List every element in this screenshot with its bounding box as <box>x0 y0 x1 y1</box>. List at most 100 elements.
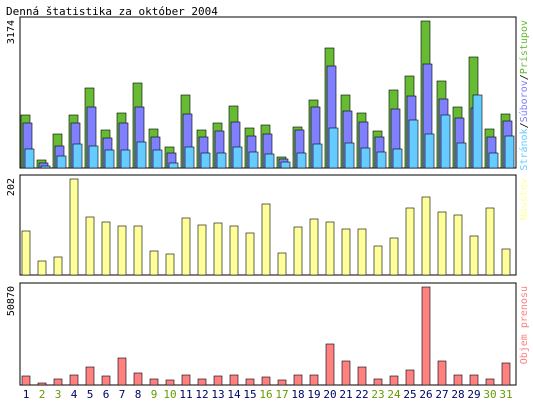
bar-middle-n-v-tev-day-1 <box>21 230 31 276</box>
bar-bottom-objem-prenosu-day-7 <box>117 357 127 386</box>
bar-bottom-objem-prenosu-day-3 <box>53 378 63 386</box>
day-label-26: 26 <box>419 388 432 401</box>
bar-middle-n-v-tev-day-17 <box>277 252 287 276</box>
bar-top-str-nok-day-8 <box>136 141 147 169</box>
bar-bottom-objem-prenosu-day-19 <box>309 374 319 386</box>
day-label-22: 22 <box>355 388 368 401</box>
bar-bottom-objem-prenosu-day-28 <box>453 374 463 386</box>
bar-bottom-objem-prenosu-day-2 <box>37 382 47 386</box>
bar-bottom-objem-prenosu-day-23 <box>373 378 383 386</box>
panel-middle-legend: Návštev <box>518 178 530 220</box>
legend-part-2: Súborov <box>518 80 530 122</box>
bar-top-str-nok-day-20 <box>328 127 339 169</box>
bar-middle-n-v-tev-day-15 <box>245 232 255 276</box>
bar-bottom-objem-prenosu-day-16 <box>261 376 271 386</box>
bar-middle-n-v-tev-day-5 <box>85 216 95 276</box>
bar-top-str-nok-day-28 <box>456 142 467 169</box>
bar-middle-n-v-tev-day-31 <box>501 248 511 276</box>
day-label-14: 14 <box>227 388 241 401</box>
bar-top-str-nok-day-10 <box>168 162 179 169</box>
bar-top-str-nok-day-22 <box>360 147 371 169</box>
bar-top-str-nok-day-4 <box>72 143 83 169</box>
bar-bottom-objem-prenosu-day-12 <box>197 378 207 386</box>
bar-middle-n-v-tev-day-10 <box>165 253 175 276</box>
bar-middle-n-v-tev-day-29 <box>469 235 479 276</box>
bar-bottom-objem-prenosu-day-27 <box>437 360 447 386</box>
bar-bottom-objem-prenosu-day-14 <box>229 374 239 386</box>
panel-top: 3174 Stránok/Súborov/Prístupov <box>6 16 530 171</box>
bar-top-str-nok-day-7 <box>120 149 131 169</box>
day-label-4: 4 <box>71 388 78 401</box>
day-label-28: 28 <box>451 388 464 401</box>
day-label-24: 24 <box>387 388 401 401</box>
day-label-5: 5 <box>87 388 94 401</box>
bar-bottom-objem-prenosu-day-6 <box>101 375 111 386</box>
bar-middle-n-v-tev-day-24 <box>389 237 399 276</box>
bar-top-str-nok-day-23 <box>376 151 387 169</box>
bar-top-str-nok-day-26 <box>424 133 435 169</box>
bar-bottom-objem-prenosu-day-22 <box>357 366 367 386</box>
bar-bottom-objem-prenosu-day-17 <box>277 379 287 386</box>
day-label-29: 29 <box>467 388 480 401</box>
bar-middle-n-v-tev-day-7 <box>117 225 127 276</box>
panel-top-ymax-label: 3174 <box>6 20 17 44</box>
panel-bottom-legend: Objem prenosu <box>519 286 530 364</box>
panel-top-legend: Stránok/Súborov/Prístupov <box>518 20 530 171</box>
bar-middle-n-v-tev-day-20 <box>325 221 335 276</box>
bar-top-str-nok-day-14 <box>232 146 243 169</box>
bar-bottom-objem-prenosu-day-9 <box>149 378 159 386</box>
legend-part-3: Prístupov <box>518 20 530 74</box>
day-label-27: 27 <box>435 388 448 401</box>
bar-middle-n-v-tev-day-8 <box>133 225 143 276</box>
day-label-20: 20 <box>323 388 336 401</box>
bar-bottom-objem-prenosu-day-26 <box>421 286 431 386</box>
day-label-10: 10 <box>163 388 176 401</box>
bar-middle-n-v-tev-day-21 <box>341 228 351 276</box>
bar-top-str-nok-day-12 <box>200 152 211 169</box>
bar-bottom-objem-prenosu-day-25 <box>405 369 415 386</box>
day-label-6: 6 <box>103 388 110 401</box>
day-label-1: 1 <box>23 388 30 401</box>
bar-middle-n-v-tev-day-13 <box>213 222 223 276</box>
day-label-17: 17 <box>275 388 288 401</box>
bar-top-str-nok-day-24 <box>392 148 403 169</box>
bar-top-str-nok-day-15 <box>248 151 259 169</box>
bar-top-str-nok-day-1 <box>24 148 35 169</box>
bar-top-str-nok-day-27 <box>440 114 451 169</box>
day-label-31: 31 <box>499 388 512 401</box>
bar-middle-n-v-tev-day-6 <box>101 221 111 276</box>
bar-middle-n-v-tev-day-9 <box>149 250 159 276</box>
day-label-2: 2 <box>39 388 46 401</box>
bar-top-str-nok-day-5 <box>88 145 99 169</box>
bar-middle-n-v-tev-day-11 <box>181 217 191 276</box>
day-label-16: 16 <box>259 388 272 401</box>
bar-top-str-nok-day-2 <box>40 165 51 169</box>
panel-bottom-ymax-label: 50870 <box>6 286 17 316</box>
bar-bottom-objem-prenosu-day-30 <box>485 378 495 386</box>
day-label-21: 21 <box>339 388 352 401</box>
bar-middle-n-v-tev-day-3 <box>53 256 63 276</box>
bar-bottom-objem-prenosu-day-21 <box>341 360 351 386</box>
day-label-30: 30 <box>483 388 496 401</box>
bar-top-str-nok-day-6 <box>104 149 115 169</box>
bar-top-str-nok-day-29 <box>472 94 483 169</box>
bar-middle-n-v-tev-day-18 <box>293 226 303 276</box>
bar-top-str-nok-day-18 <box>296 152 307 169</box>
day-label-23: 23 <box>371 388 384 401</box>
day-label-9: 9 <box>151 388 158 401</box>
day-label-7: 7 <box>119 388 126 401</box>
panel-bottom: 50870 Objem prenosu <box>6 282 530 386</box>
bar-top-str-nok-day-25 <box>408 119 419 169</box>
bar-middle-n-v-tev-day-27 <box>437 211 447 276</box>
bar-bottom-objem-prenosu-day-20 <box>325 343 335 386</box>
bar-top-str-nok-day-21 <box>344 142 355 169</box>
day-label-12: 12 <box>195 388 208 401</box>
bar-middle-n-v-tev-day-16 <box>261 203 271 276</box>
day-label-25: 25 <box>403 388 416 401</box>
bar-bottom-objem-prenosu-day-5 <box>85 366 95 386</box>
bar-middle-n-v-tev-day-25 <box>405 207 415 276</box>
bar-top-str-nok-day-19 <box>312 143 323 169</box>
bar-top-str-nok-day-17 <box>280 161 291 169</box>
